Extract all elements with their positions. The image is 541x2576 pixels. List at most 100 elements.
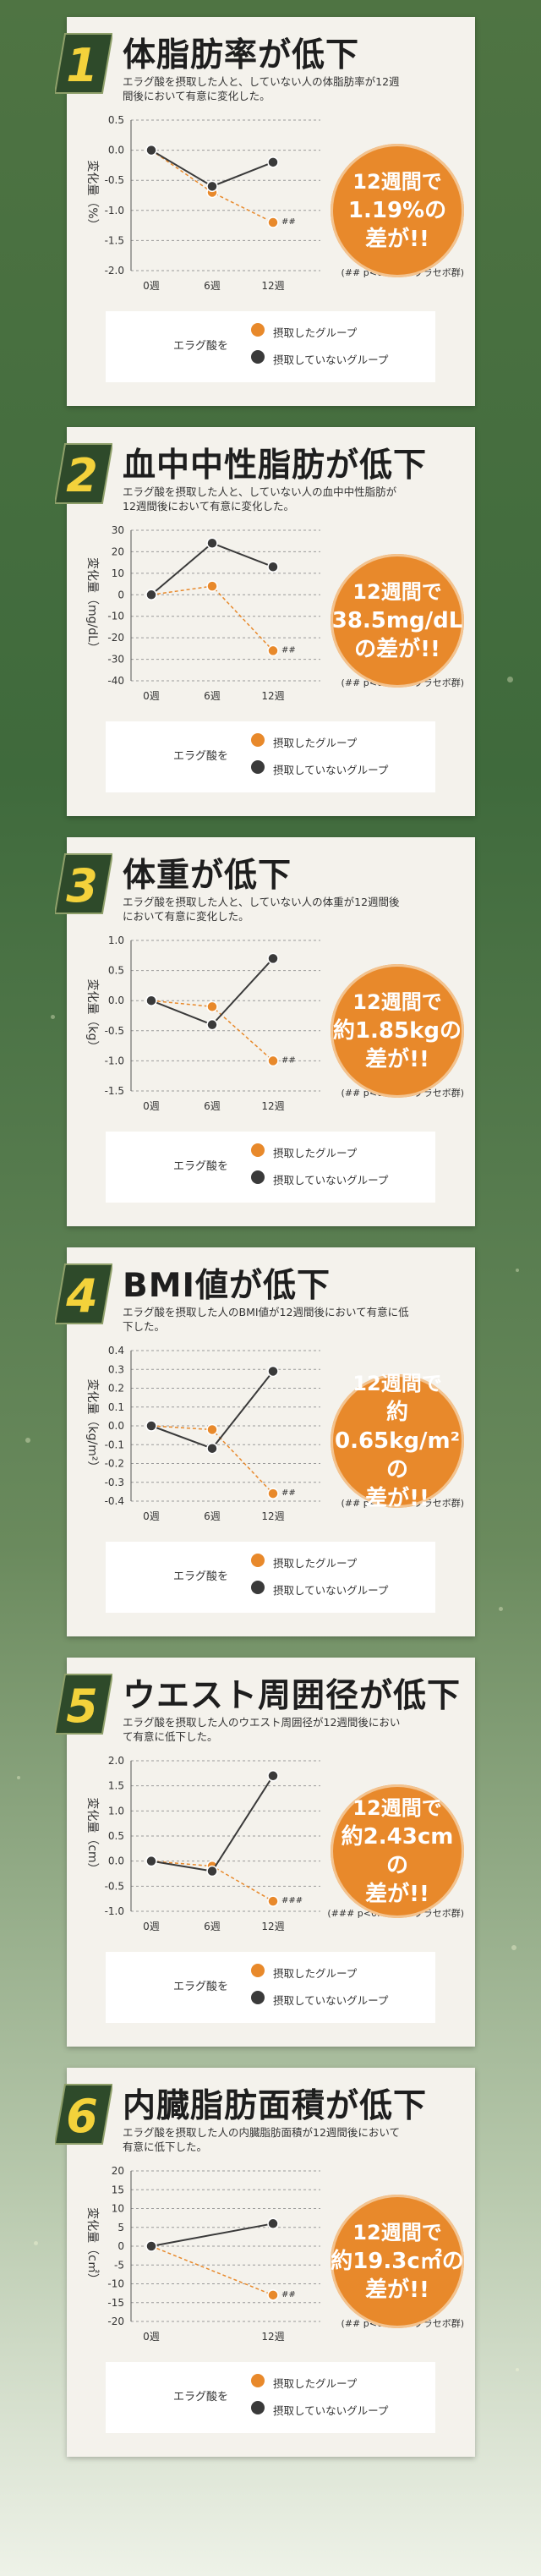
legend-marker-not_taken <box>251 760 265 774</box>
legend-prefix: エラグ酸を <box>173 1981 229 1993</box>
data-point-taken <box>267 1055 279 1067</box>
data-point-not_taken <box>145 1420 157 1432</box>
callout-line: 1.19%の <box>347 198 447 223</box>
chart-legend: エラグ酸を 摂取したグループ 摂取していないグループ <box>106 1132 435 1203</box>
y-tick-label: 1.0 <box>108 1805 124 1817</box>
y-tick-label: 20 <box>112 545 124 557</box>
chart-legend: エラグ酸を 摂取したグループ 摂取していないグループ <box>106 311 435 382</box>
legend-prefix: エラグ酸を <box>173 750 229 763</box>
x-tick-label: 6週 <box>204 690 221 702</box>
y-tick-label: 0.0 <box>108 1420 124 1432</box>
data-point-taken <box>267 1488 279 1499</box>
x-tick-label: 12週 <box>261 1921 284 1932</box>
chart-legend: エラグ酸を 摂取したグループ 摂取していないグループ <box>106 1952 435 2023</box>
section-description: エラグ酸を摂取した人と、していない人の体重が12週間後において有意に変化した。 <box>123 896 400 923</box>
x-tick-label: 6週 <box>204 1100 221 1112</box>
y-tick-label: 1.0 <box>108 934 124 946</box>
x-tick-label: 12週 <box>261 1100 284 1112</box>
y-axis-label: 変化量（kg） <box>85 979 100 1053</box>
y-tick-label: 20 <box>112 2165 124 2177</box>
x-tick-label: 0週 <box>143 1510 160 1522</box>
y-tick-label: -30 <box>107 654 124 666</box>
chart-legend: エラグ酸を 摂取したグループ 摂取していないグループ <box>106 1542 435 1613</box>
y-tick-label: -0.5 <box>105 174 124 186</box>
legend-marker-taken <box>251 323 265 337</box>
y-tick-label: -2.0 <box>105 265 124 277</box>
series-line-not_taken <box>150 2222 274 2247</box>
y-tick-label: -10 <box>107 2278 124 2290</box>
legend-marker-taken <box>251 1964 265 1977</box>
data-point-taken <box>206 1423 218 1436</box>
number-badge: 1 <box>55 32 112 95</box>
section-title: 内臓脂肪面積が低下 <box>123 2087 428 2125</box>
legend-label-taken: 摂取したグループ <box>273 737 358 749</box>
significance-marker: ### <box>281 1896 303 1905</box>
y-tick-label: -0.3 <box>105 1477 124 1488</box>
sparkle-decoration <box>25 1438 30 1443</box>
y-axis-label: 変化量（%） <box>85 160 100 230</box>
y-tick-label: -20 <box>107 632 124 644</box>
callout-line: 約1.85kgの <box>332 1018 462 1044</box>
difference-callout: 12週間で 約2.43cmの 差が!! <box>331 1784 464 1918</box>
y-tick-label: 0.1 <box>108 1401 124 1413</box>
y-axis-label: 変化量（mg/dL） <box>85 557 100 654</box>
y-tick-label: -1.0 <box>105 1055 124 1066</box>
sparkle-decoration <box>516 2368 519 2371</box>
significance-marker: ## <box>281 1055 296 1065</box>
y-tick-label: -40 <box>107 675 124 687</box>
callout-line: 12週間で <box>352 170 442 194</box>
callout-line: の差が!! <box>354 637 440 662</box>
y-tick-label: 0.2 <box>108 1383 124 1395</box>
legend-marker-not_taken <box>251 1581 265 1594</box>
sparkle-decoration <box>507 677 513 682</box>
data-point-not_taken <box>145 995 157 1006</box>
data-point-not_taken <box>267 156 279 168</box>
y-tick-label: 0.5 <box>108 114 124 126</box>
legend-marker-not_taken <box>251 1170 265 1184</box>
chart-legend: エラグ酸を 摂取したグループ摂取していないグループ <box>106 721 435 792</box>
y-tick-label: -0.4 <box>105 1495 124 1507</box>
y-axis-label: 変化量（kg/m²） <box>85 1379 100 1473</box>
y-tick-label: 0.0 <box>108 995 124 1006</box>
data-point-not_taken <box>145 589 157 601</box>
y-tick-label: -10 <box>107 611 124 622</box>
y-tick-label: 15 <box>112 2184 124 2195</box>
callout-line: 約2.43cmの <box>341 1824 454 1878</box>
callout-line: 約19.3c㎡の <box>331 2249 464 2274</box>
y-tick-label: -0.5 <box>105 1025 124 1037</box>
number-badge: 3 <box>55 852 112 915</box>
legend-marker-taken <box>251 2374 265 2387</box>
callout-line: 差が!! <box>365 1486 429 1511</box>
callout-line: 12週間で <box>352 580 442 604</box>
data-point-taken <box>206 580 218 592</box>
y-tick-label: -5 <box>114 2259 124 2271</box>
significance-marker: ## <box>281 1488 296 1498</box>
x-tick-label: 0週 <box>143 1100 160 1112</box>
y-axis-label: 変化量（c㎡） <box>85 2207 100 2285</box>
legend-prefix: エラグ酸を <box>173 1570 229 1583</box>
callout-line: 差が!! <box>365 227 429 252</box>
sparkle-decoration <box>511 1945 516 1950</box>
legend-label-taken: 摂取したグループ <box>273 2377 358 2390</box>
y-tick-label: 0.0 <box>108 1855 124 1867</box>
number-badge: 2 <box>55 442 112 505</box>
section-title: 体脂肪率が低下 <box>123 36 360 74</box>
y-axis-label: 変化量（cm） <box>85 1797 100 1874</box>
result-card: 3 体重が低下 エラグ酸を摂取した人と、していない人の体重が12週間後において有意に… <box>55 837 475 1226</box>
y-tick-label: -20 <box>107 2316 124 2327</box>
section-description: エラグ酸を摂取した人と、していない人の体脂肪率が12週間後において有意に変化した… <box>123 75 400 102</box>
series-line-taken <box>150 2245 274 2296</box>
legend-marker-taken <box>251 1143 265 1157</box>
legend-label-not_taken: 摂取していないグループ <box>273 764 389 776</box>
data-point-not_taken <box>267 561 279 573</box>
number-badge: 5 <box>55 1673 112 1735</box>
y-tick-label: 5 <box>117 2222 124 2233</box>
data-point-taken <box>267 644 279 657</box>
callout-line: 12週間で <box>352 2221 442 2244</box>
y-tick-label: 0.5 <box>108 1830 124 1842</box>
data-point-not_taken <box>206 1442 218 1455</box>
sparkle-decoration <box>17 1776 20 1779</box>
chart-legend: エラグ酸を 摂取したグループ 摂取していないグループ <box>106 2362 435 2433</box>
x-tick-label: 6週 <box>204 280 221 292</box>
series-line-taken <box>150 585 274 651</box>
